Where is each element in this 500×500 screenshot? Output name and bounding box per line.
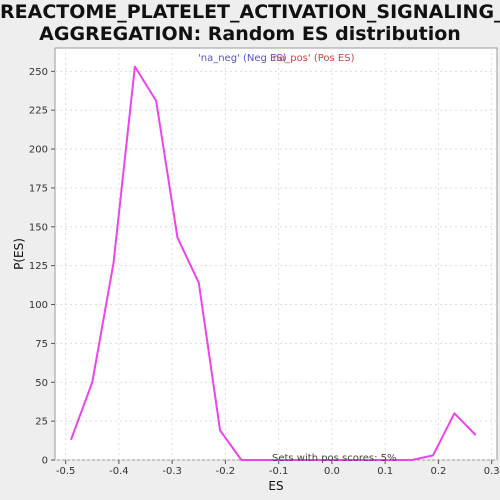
legend-entry-neg: 'na_neg' (Neg ES) bbox=[198, 53, 287, 64]
legend-entry-pos: 'na_pos' (Pos ES) bbox=[270, 53, 355, 64]
x-tick-label: 0.1 bbox=[377, 466, 393, 477]
es-distribution-line bbox=[70, 65, 477, 461]
x-axis-label: ES bbox=[268, 479, 283, 493]
y-axis-label: P(ES) bbox=[12, 238, 26, 270]
pos-score-annotation: Sets with pos scores: 5% bbox=[272, 453, 397, 464]
y-tick-label: 100 bbox=[29, 300, 48, 311]
y-tick-label: 125 bbox=[29, 261, 48, 272]
x-tick-label: -0.2 bbox=[216, 466, 236, 477]
series-layer bbox=[70, 65, 477, 461]
y-tick-label: 25 bbox=[35, 417, 48, 428]
chart-title-line-1: REACTOME_PLATELET_ACTIVATION_SIGNALING_A… bbox=[0, 1, 500, 23]
y-tick-label: 175 bbox=[29, 183, 48, 194]
x-tick-label: -0.3 bbox=[162, 466, 182, 477]
y-tick-label: 75 bbox=[35, 339, 48, 350]
x-tick-label: -0.5 bbox=[56, 466, 76, 477]
x-tick-label: 0.2 bbox=[430, 466, 446, 477]
x-tick-label: -0.1 bbox=[269, 466, 289, 477]
chart-title-line-2: AGGREGATION: Random ES distribution bbox=[39, 23, 461, 45]
grid-layer bbox=[55, 48, 497, 461]
x-tick-label: 0.3 bbox=[484, 466, 500, 477]
y-tick-label: 225 bbox=[29, 106, 48, 117]
y-tick-label: 150 bbox=[29, 222, 48, 233]
axis-layer: -0.5 -0.4 -0.3 -0.2 -0.1 0.0 0.1 0.2 0.3 0 25 50 75 1… bbox=[29, 67, 500, 477]
x-tick-label: 0.0 bbox=[324, 466, 340, 477]
legend: 'na_neg' (Neg ES) 'na_pos' (Pos ES) bbox=[198, 53, 355, 64]
y-tick-label: 50 bbox=[35, 378, 48, 389]
x-tick-label: -0.4 bbox=[109, 466, 129, 477]
y-tick-label: 200 bbox=[29, 145, 48, 156]
y-tick-label: 0 bbox=[42, 456, 48, 467]
y-tick-label: 250 bbox=[29, 67, 48, 78]
